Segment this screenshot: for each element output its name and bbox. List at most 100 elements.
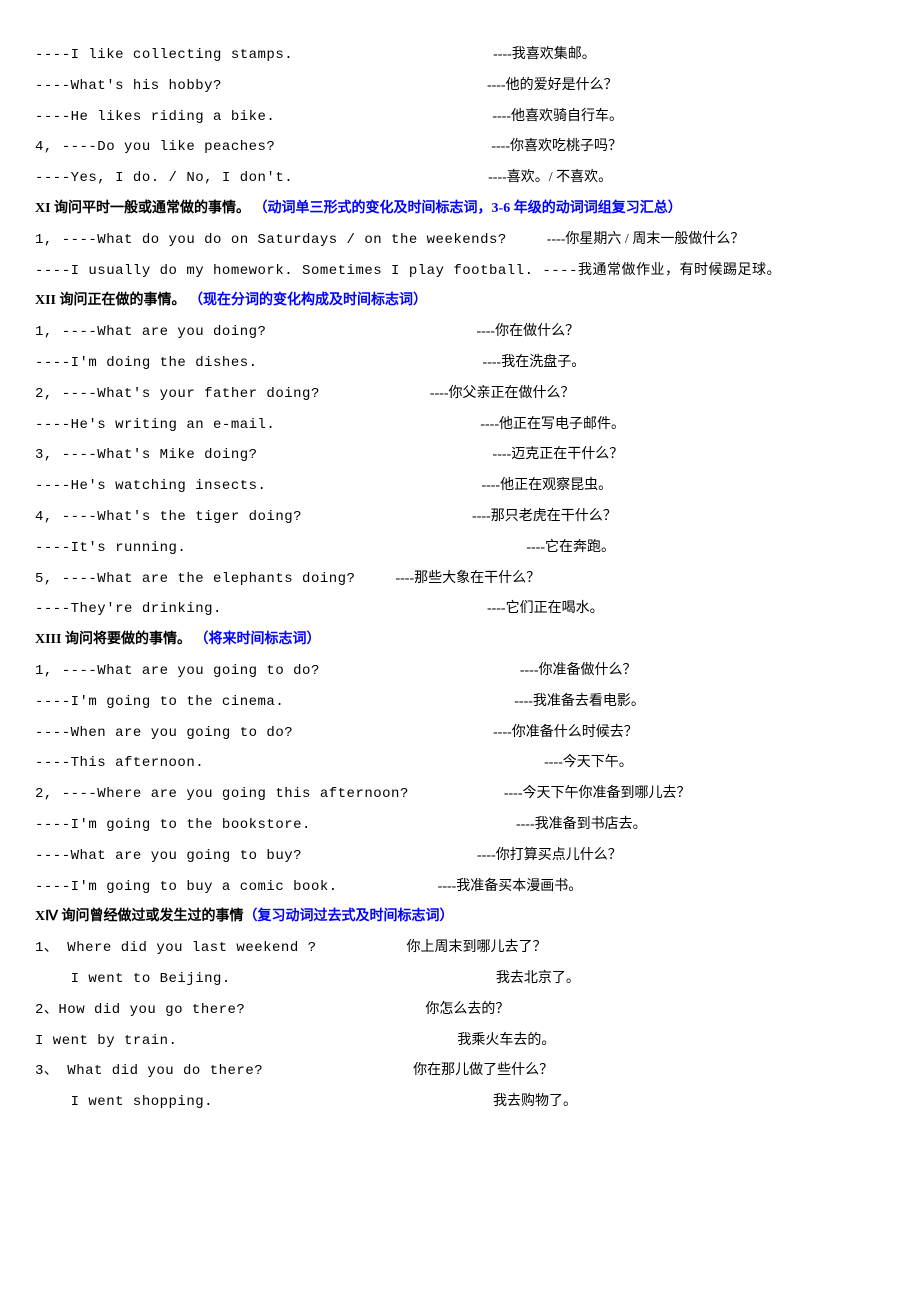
spacer: [409, 779, 504, 810]
text-line: ----When are you going to do? ----你准备什么时候…: [35, 718, 885, 749]
text-line: 2、How did you go there?你怎么去的？: [35, 995, 885, 1026]
text-line: ----What's his hobby?----他的爱好是什么？: [35, 71, 885, 102]
text-line: ----I'm going to buy a comic book. ----我准…: [35, 872, 885, 903]
spacer: [293, 40, 493, 71]
text-line: 2, ----What's your father doing? ----你父亲正…: [35, 379, 885, 410]
chinese-text: ----我喜欢集邮。: [493, 40, 596, 71]
english-text: ----I'm doing the dishes.: [35, 348, 258, 379]
english-text: 3, ----What's Mike doing?: [35, 440, 258, 471]
section-heading: XI 询问平时一般或通常做的事情。 （动词单三形式的变化及时间标志词，3-6 年…: [35, 194, 885, 225]
section-heading: XII 询问正在做的事情。 （现在分词的变化构成及时间标志词）: [35, 286, 885, 317]
text-line: 3、 What did you do there? 你在那儿做了些什么？: [35, 1056, 885, 1087]
spacer: [320, 656, 520, 687]
heading-part: （复习动词过去式及时间标志词）: [244, 909, 454, 924]
spacer: [302, 502, 472, 533]
chinese-text: ----你在做什么？: [476, 317, 579, 348]
chinese-text: ----他正在观察昆虫。: [481, 471, 612, 502]
spacer: [275, 410, 480, 441]
english-text: 2, ----Where are you going this afternoo…: [35, 779, 409, 810]
spacer: [231, 964, 496, 995]
english-text: I went to Beijing.: [35, 964, 231, 995]
spacer: [293, 163, 488, 194]
text-line: ----Yes, I do. / No, I don't. ----喜欢。/ 不喜…: [35, 163, 885, 194]
chinese-text: 你怎么去的？: [425, 995, 509, 1026]
chinese-text: ----那只老虎在干什么？: [472, 502, 617, 533]
text-line: ----I'm going to the cinema. ----我准备去看电影。: [35, 687, 885, 718]
section-heading: XIII 询问将要做的事情。 （将来时间标志词）: [35, 625, 885, 656]
spacer: [338, 872, 438, 903]
chinese-text: ----你父亲正在做什么？: [430, 379, 575, 410]
text-line: 5, ----What are the elephants doing? ----…: [35, 564, 885, 595]
chinese-text: ----我准备去看电影。: [514, 687, 645, 718]
spacer: [302, 841, 477, 872]
chinese-text: ----你打算买点儿什么？: [477, 841, 622, 872]
english-text: ----It's running.: [35, 533, 186, 564]
spacer: [222, 71, 487, 102]
spacer: [266, 317, 476, 348]
text-line: ----They're drinking.----它们正在喝水。: [35, 594, 885, 625]
english-text: 1, ----What are you doing?: [35, 317, 266, 348]
text-line: ----What are you going to buy? ----你打算买点儿…: [35, 841, 885, 872]
english-text: 4, ----Do you like peaches?: [35, 132, 275, 163]
chinese-text: 你在那儿做了些什么？: [413, 1056, 553, 1087]
chinese-text: ----他正在写电子邮件。: [480, 410, 625, 441]
spacer: [213, 1087, 493, 1118]
chinese-text: ----迈克正在干什么？: [493, 440, 624, 471]
english-text: I went by train.: [35, 1026, 177, 1057]
spacer: [284, 687, 514, 718]
chinese-text: ----喜欢。/ 不喜欢。: [488, 163, 612, 194]
spacer: [186, 533, 526, 564]
english-text: 1、 Where did you last weekend ?: [35, 933, 317, 964]
heading-part: XIII 询问将要做的事情。: [35, 632, 194, 647]
text-line: 3, ----What's Mike doing? ----迈克正在干什么？: [35, 440, 885, 471]
english-text: ----When are you going to do?: [35, 718, 293, 749]
english-text: 3、 What did you do there?: [35, 1056, 263, 1087]
english-text: ----I'm going to the bookstore.: [35, 810, 311, 841]
text-line: I went to Beijing.我去北京了。: [35, 964, 885, 995]
spacer: [258, 348, 483, 379]
chinese-text: ----你准备做什么？: [520, 656, 637, 687]
chinese-text: ----今天下午。: [544, 748, 633, 779]
chinese-text: ----你喜欢吃桃子吗？: [491, 132, 622, 163]
spacer: [293, 718, 493, 749]
text-line: 1, ----What are you going to do? ----你准备做…: [35, 656, 885, 687]
spacer: [275, 102, 492, 133]
spacer: [317, 933, 407, 964]
english-text: 1, ----What are you going to do?: [35, 656, 320, 687]
english-text: ----I'm going to buy a comic book.: [35, 872, 338, 903]
chinese-text: 你上周末到哪儿去了？: [407, 933, 547, 964]
english-text: 2, ----What's your father doing?: [35, 379, 320, 410]
spacer: [204, 748, 544, 779]
chinese-text: ----那些大象在干什么？: [395, 564, 540, 595]
chinese-text: 我乘火车去的。: [457, 1026, 555, 1057]
english-text: ----He's watching insects.: [35, 471, 266, 502]
text-line: 1, ----What do you do on Saturdays / on …: [35, 225, 885, 256]
spacer: [245, 995, 425, 1026]
english-text: ----What's his hobby?: [35, 71, 222, 102]
spacer: [263, 1056, 413, 1087]
text-line: I went shopping.我去购物了。: [35, 1087, 885, 1118]
english-text: ----They're drinking.: [35, 594, 222, 625]
english-text: ----I usually do my homework. Sometimes …: [35, 256, 781, 287]
english-text: 5, ----What are the elephants doing?: [35, 564, 355, 595]
heading-part: XI 询问平时一般或通常做的事情。: [35, 201, 254, 216]
text-line: 4, ----Do you like peaches? ----你喜欢吃桃子吗？: [35, 132, 885, 163]
heading-part: （将来时间标志词）: [194, 632, 320, 647]
spacer: [311, 810, 516, 841]
english-text: ----What are you going to buy?: [35, 841, 302, 872]
spacer: [275, 132, 491, 163]
chinese-text: ----我准备买本漫画书。: [438, 872, 583, 903]
text-line: ----I'm doing the dishes.----我在洗盘子。: [35, 348, 885, 379]
text-line: ----He's writing an e-mail.----他正在写电子邮件。: [35, 410, 885, 441]
text-line: 4, ----What's the tiger doing?----那只老虎在干…: [35, 502, 885, 533]
chinese-text: ----你准备什么时候去？: [493, 718, 638, 749]
english-text: ----Yes, I do. / No, I don't.: [35, 163, 293, 194]
text-line: I went by train. 我乘火车去的。: [35, 1026, 885, 1057]
spacer: [222, 594, 487, 625]
heading-part: XⅣ 询问曾经做过或发生过的事情: [35, 909, 244, 924]
english-text: ----I'm going to the cinema.: [35, 687, 284, 718]
spacer: [266, 471, 481, 502]
text-line: ----I like collecting stamps.----我喜欢集邮。: [35, 40, 885, 71]
chinese-text: ----它在奔跑。: [526, 533, 615, 564]
text-line: ----It's running. ----它在奔跑。: [35, 533, 885, 564]
